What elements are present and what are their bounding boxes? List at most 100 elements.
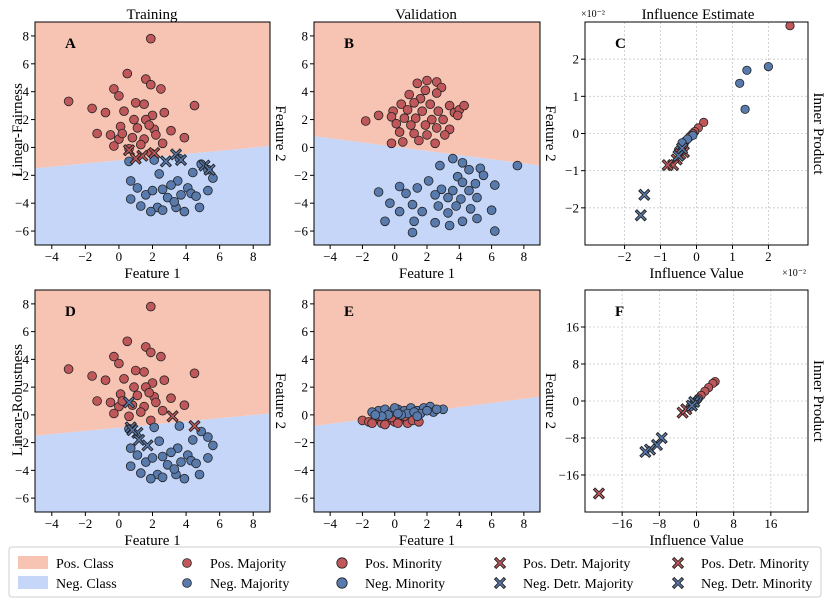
- legend-label: Pos. Minority: [365, 557, 442, 572]
- pos-point: [109, 141, 119, 151]
- x-tick-label: 8: [250, 516, 257, 531]
- panel-d: −4 −2 0 2 4 6 8 −6 −4 −2 0 2 4 6 8 Feature 1 Feature 2 D: [15, 289, 288, 549]
- pos-point: [146, 347, 156, 358]
- ticks: −4 −2 0 2 4 6 8 −6 −4 −2 0 2 4 6 8: [15, 296, 256, 531]
- neg-point: [763, 61, 774, 72]
- pos-point: [114, 358, 124, 369]
- x-tick-label: 0: [116, 516, 123, 531]
- pos-point: [425, 99, 436, 109]
- neg-point: [465, 204, 476, 214]
- y-tick-label: −2: [15, 168, 29, 183]
- neg-point: [188, 435, 198, 445]
- x-axis-label: Feature 1: [399, 266, 455, 282]
- neg-point: [464, 164, 474, 175]
- neg-point: [472, 213, 482, 224]
- pos-point: [136, 407, 146, 417]
- y-axis-label: Feature 2: [542, 105, 558, 161]
- neg-point: [188, 167, 198, 178]
- y-tick-label: 4: [302, 352, 309, 367]
- pos-point: [156, 351, 166, 362]
- pos-point: [409, 128, 419, 139]
- pos-point: [105, 397, 116, 408]
- neg-point: [394, 206, 405, 217]
- x-axis-label: Influence Value: [649, 266, 744, 282]
- y-tick-label: −6: [15, 491, 29, 506]
- y-tick-label: 4: [302, 84, 309, 99]
- neg-point: [435, 160, 445, 171]
- legend-marker: [182, 578, 192, 588]
- y-tick-label: −2: [565, 200, 579, 215]
- legend-marker: [671, 556, 685, 570]
- y-tick-label: 0: [23, 407, 30, 422]
- neg-point: [174, 421, 185, 431]
- pos-point: [157, 405, 168, 416]
- pos-point: [380, 419, 390, 430]
- ticks: −4 −2 0 2 4 6 8 −6 −4 −2 0 2 4 6 8: [15, 28, 256, 264]
- pos-point: [144, 120, 154, 130]
- neg-detr-marker: [638, 188, 651, 201]
- pos-point: [122, 336, 133, 347]
- pos-point: [100, 107, 111, 118]
- data-points: [634, 22, 795, 222]
- pos-point: [109, 84, 119, 94]
- legend-label: Pos. Detr. Minority: [701, 557, 809, 572]
- y-tick-label: 8: [302, 296, 309, 311]
- legend-item: Pos. Detr. Minority: [671, 556, 809, 572]
- y-tick-label: −4: [294, 463, 308, 478]
- y-axis-label: Feature 2: [542, 373, 558, 429]
- legend-marker: [182, 558, 192, 568]
- x-tick-label: −1: [654, 249, 668, 264]
- pos-point: [129, 114, 139, 125]
- pos-point: [92, 128, 102, 139]
- x-tick-label: −2: [356, 516, 370, 531]
- neg-point: [412, 183, 423, 193]
- x-tick-label: 8: [730, 516, 737, 531]
- neg-point: [125, 443, 136, 454]
- pos-point: [444, 100, 455, 111]
- legend-marker: [671, 576, 685, 590]
- legend-swatch: [18, 576, 48, 589]
- pos-detr-marker: [148, 146, 161, 160]
- neg-point: [179, 473, 190, 484]
- neg-detr-marker: [159, 155, 173, 168]
- y-tick-label: −4: [15, 196, 29, 211]
- neg-detr-marker: [685, 399, 699, 412]
- pos-point: [386, 112, 397, 122]
- pos-point: [63, 96, 74, 107]
- y-tick-label: 1: [573, 89, 580, 104]
- neg-point: [423, 176, 434, 186]
- neg-point: [203, 432, 213, 442]
- y-tick-label: 4: [23, 352, 30, 367]
- pos-point: [122, 68, 133, 79]
- legend-marker: [493, 556, 507, 570]
- neg-point: [489, 226, 500, 236]
- neg-point: [447, 185, 458, 196]
- pos-point: [386, 138, 397, 149]
- panel-f: −16 −8 0 8 16 −16 −8 0 8 16 Influence Value Inner P…: [559, 289, 826, 549]
- x-tick-label: 6: [216, 249, 223, 264]
- legend-item: Pos. Majority: [182, 557, 286, 572]
- y-tick-label: 2: [23, 380, 30, 395]
- x-tick-label: −4: [323, 249, 337, 264]
- y-multiplier: ×10⁻²: [581, 9, 605, 20]
- neg-point: [194, 469, 205, 480]
- x-tick-label: 4: [183, 249, 190, 264]
- x-tick-label: −2: [618, 249, 632, 264]
- legend-marker: [493, 576, 507, 590]
- legend-item: Neg. Minority: [336, 577, 445, 592]
- neg-point: [208, 440, 218, 451]
- y-axis-label: Feature 2: [272, 105, 288, 161]
- pos-point: [394, 127, 405, 137]
- pos-point: [391, 118, 402, 129]
- pos-point: [136, 139, 146, 150]
- neg-point: [166, 180, 176, 190]
- y-tick-label: 0: [302, 407, 309, 422]
- grid: [585, 22, 808, 245]
- x-tick-label: 2: [424, 516, 431, 531]
- x-tick-label: −16: [612, 516, 633, 531]
- neg-point: [443, 208, 453, 218]
- pos-point: [452, 110, 463, 121]
- y-tick-label: −4: [15, 463, 29, 478]
- neg-point: [147, 453, 158, 463]
